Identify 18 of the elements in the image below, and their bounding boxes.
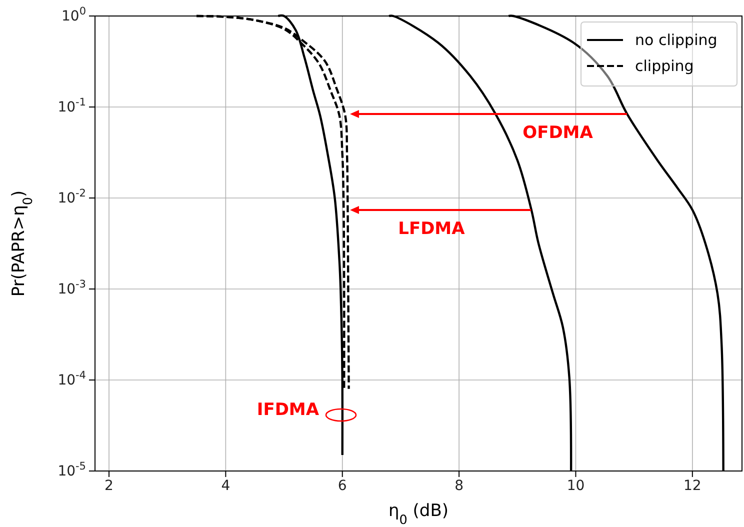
annotation: IFDMA: [256, 400, 320, 420]
annotation: OFDMA: [522, 123, 594, 143]
x-tick-label: 2: [104, 478, 114, 494]
y-tick-label: 10$^{-5}$: [58, 460, 86, 480]
x-tick-label: 4: [221, 478, 230, 494]
legend-label: clipping: [635, 57, 694, 75]
y-tick-label: 10$^{-3}$: [58, 278, 86, 298]
y-tick-label: 10$^{-1}$: [58, 96, 86, 116]
legend-label: no clipping: [635, 31, 718, 49]
annotation: LFDMA: [398, 219, 466, 239]
x-axis-title: η$_{0}$ (dB): [388, 501, 449, 527]
y-tick-label: 10$^{-2}$: [58, 187, 86, 206]
x-tick-label: 10: [566, 478, 585, 494]
y-tick-label: 10$^{-4}$: [58, 369, 86, 388]
x-tick-label: 12: [683, 478, 702, 494]
x-tick-label: 8: [454, 478, 464, 494]
x-tick-label: 6: [338, 478, 347, 494]
y-tick-label: 10$^{0}$: [61, 5, 86, 24]
